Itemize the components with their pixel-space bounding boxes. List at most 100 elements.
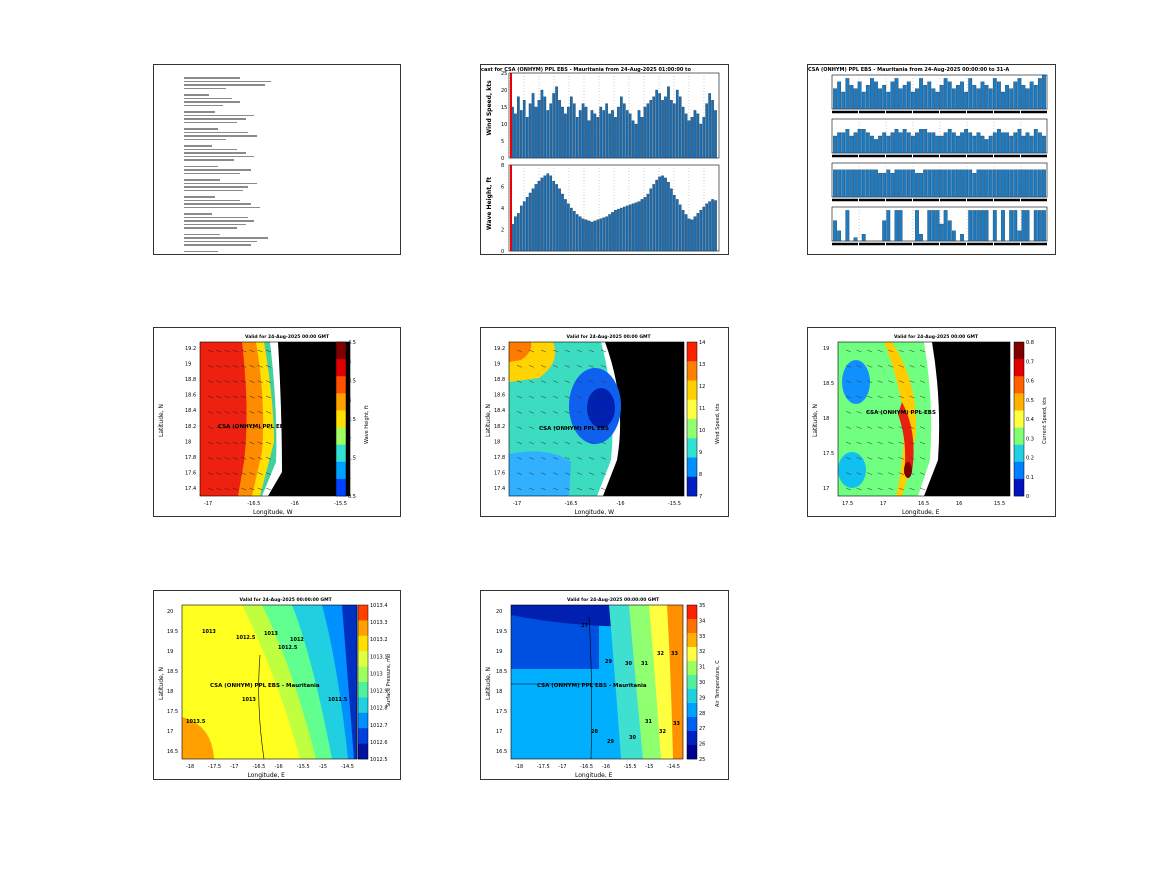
parameter-bar bbox=[841, 169, 846, 198]
vector-arrow bbox=[845, 380, 852, 383]
colorbar-swatch bbox=[336, 410, 346, 428]
vector-arrow bbox=[877, 426, 883, 429]
vector-arrow bbox=[528, 457, 535, 460]
parameter-bar bbox=[951, 88, 956, 110]
contour-label: 30 bbox=[629, 735, 636, 741]
document-line bbox=[184, 240, 257, 242]
wave-bar bbox=[617, 208, 620, 252]
vector-arrow bbox=[216, 457, 222, 460]
parameter-bar bbox=[833, 88, 837, 110]
parameter-bar bbox=[898, 210, 903, 242]
parameter-bar bbox=[943, 210, 948, 242]
vector-arrow bbox=[845, 487, 852, 491]
x-tick-label: -16.5 bbox=[252, 764, 265, 770]
colorbar-tick-label: 13 bbox=[699, 362, 705, 368]
y-tick-label: 17.8 bbox=[494, 455, 505, 461]
wind-bar bbox=[590, 110, 594, 159]
wave-bar bbox=[567, 203, 570, 252]
parameter-bar bbox=[870, 169, 874, 198]
vector-arrow bbox=[600, 441, 607, 445]
y-tick-label: 17.4 bbox=[494, 486, 505, 492]
y-tick-label: 18 bbox=[185, 439, 191, 445]
wind-bar bbox=[625, 110, 629, 159]
colorbar-tick-label: 8 bbox=[699, 472, 702, 478]
parameter-bar bbox=[865, 132, 870, 154]
parameter-bar bbox=[878, 88, 883, 110]
vector-arrow bbox=[600, 349, 607, 353]
parameter-bar bbox=[960, 169, 964, 198]
document-line bbox=[184, 223, 246, 225]
wind-bar bbox=[605, 103, 608, 159]
wave-bar bbox=[643, 197, 647, 252]
vector-arrow bbox=[856, 472, 862, 475]
vector-arrow bbox=[600, 395, 607, 399]
vector-arrow bbox=[207, 472, 214, 475]
parameter-bar bbox=[964, 129, 969, 154]
vector-arrow bbox=[540, 349, 547, 353]
vector-arrow bbox=[564, 411, 571, 414]
parameter-bar bbox=[1009, 169, 1014, 198]
parameter-bar bbox=[874, 169, 878, 198]
parameter-bar bbox=[861, 129, 866, 154]
parameter-bar bbox=[960, 234, 964, 242]
vector-arrow bbox=[224, 395, 230, 399]
parameter-bar bbox=[1005, 169, 1009, 198]
vector-arrow bbox=[898, 380, 904, 383]
wind-bar bbox=[540, 89, 544, 159]
y-axis-label: Wind Speed, kts bbox=[486, 80, 493, 136]
vector-arrow bbox=[898, 487, 904, 491]
wind-bar bbox=[572, 103, 576, 159]
vector-arrow bbox=[540, 365, 547, 368]
wave-bar bbox=[522, 201, 526, 252]
parameter-bar bbox=[927, 169, 932, 198]
wind-bar bbox=[578, 110, 582, 159]
parameter-bar bbox=[943, 132, 948, 154]
y-tick-label: 19 bbox=[494, 362, 500, 368]
contour-label: 32 bbox=[659, 729, 666, 735]
contour-label: 1013 bbox=[242, 697, 256, 703]
vector-arrow bbox=[265, 411, 272, 414]
contour-band bbox=[667, 605, 683, 759]
vector-arrow bbox=[845, 365, 852, 368]
parameter-bar bbox=[910, 135, 915, 154]
vector-arrow bbox=[516, 441, 523, 445]
vector-arrow bbox=[265, 349, 272, 353]
vector-arrow bbox=[909, 426, 915, 429]
colorbar-swatch bbox=[336, 427, 346, 445]
wind-bar bbox=[517, 96, 520, 159]
y-tick-label: 20 bbox=[167, 609, 173, 615]
x-tick-label: -17 bbox=[513, 501, 521, 507]
parameter-bar bbox=[939, 223, 944, 242]
chart-title: CSA (ONHYM) PPL EBS - Mauritania from 24… bbox=[808, 67, 1009, 73]
map-title: Valid for 24-Aug-2025 00:00 GMT bbox=[245, 334, 330, 340]
vector-arrow bbox=[877, 457, 883, 460]
colorbar-tick-label: 1.5 bbox=[348, 456, 356, 462]
vector-arrow bbox=[540, 457, 547, 460]
y-tick-label: 5 bbox=[501, 139, 504, 145]
wind-bar bbox=[608, 113, 611, 159]
vector-arrow bbox=[249, 349, 255, 353]
colorbar-swatch bbox=[687, 457, 697, 478]
wind-bar bbox=[611, 110, 614, 159]
vector-arrow bbox=[241, 457, 247, 460]
wave-bar bbox=[687, 218, 691, 252]
vector-arrow bbox=[898, 395, 904, 399]
vector-arrow bbox=[540, 380, 547, 383]
vector-arrow bbox=[909, 472, 915, 475]
y-tick-label: 0 bbox=[501, 156, 504, 162]
vector-arrow bbox=[224, 349, 230, 353]
wave-bar bbox=[667, 182, 670, 252]
x-tick-label: -15.5 bbox=[668, 501, 681, 507]
wind-bar bbox=[670, 100, 673, 159]
wind-bar bbox=[658, 93, 661, 159]
parameter-bar bbox=[972, 210, 977, 242]
colorbar-tick-label: 11 bbox=[699, 406, 705, 412]
parameter-bar bbox=[980, 135, 985, 154]
parameter-bar bbox=[964, 169, 969, 198]
map-frame bbox=[837, 341, 1011, 497]
contour-label: 1012.5 bbox=[236, 635, 256, 641]
parameter-bar bbox=[906, 81, 911, 110]
vector-arrow bbox=[265, 487, 272, 491]
parameter-bar bbox=[910, 91, 915, 110]
x-tick-label: -18 bbox=[515, 764, 523, 770]
